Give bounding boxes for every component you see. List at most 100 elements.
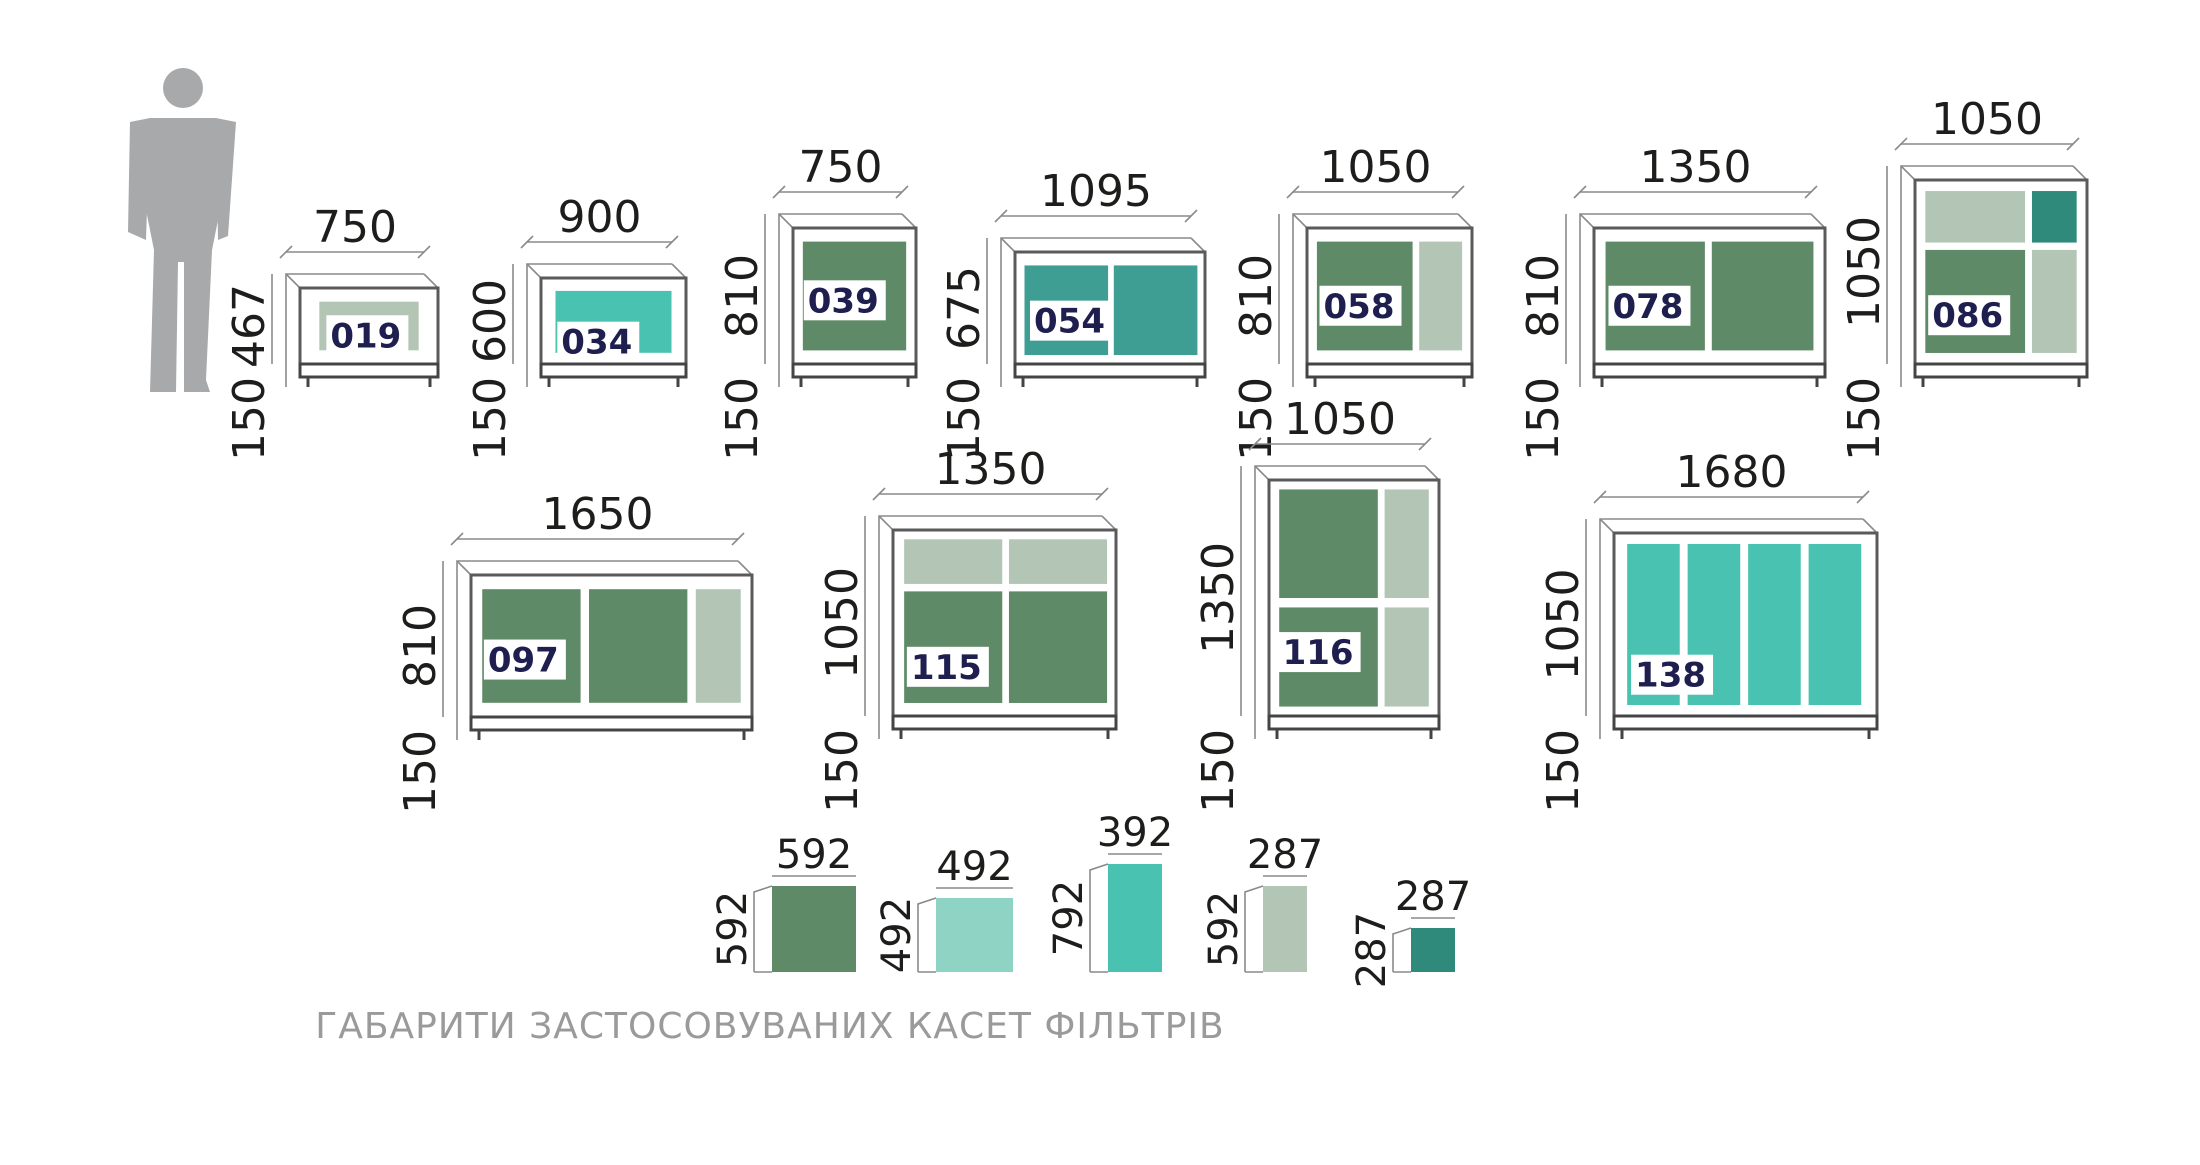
unit-plinth (791, 362, 918, 379)
dimension-tick (450, 532, 464, 546)
height-label: 675 (939, 266, 990, 350)
unit-plinth (539, 362, 688, 379)
unit-depth-edge (2072, 165, 2088, 181)
unit-code-bg (1608, 285, 1691, 326)
filter-panel (1384, 607, 1429, 707)
dimension-tick (1184, 209, 1198, 223)
unit-depth-edge (1190, 237, 1206, 253)
base-height-label: 150 (817, 729, 868, 813)
dimension-tick (1286, 185, 1300, 199)
unit-code-label: 086 (1932, 296, 2003, 336)
cassette-body (1108, 864, 1162, 972)
unit-plinth (1913, 362, 2089, 379)
unit-code-bg (803, 280, 886, 321)
unit-code-bg (326, 315, 409, 356)
unit-plinth (1592, 362, 1827, 379)
filter-panel (2031, 249, 2077, 353)
unit-depth-edge (1457, 213, 1473, 229)
cassette-height-label: 792 (1046, 880, 1092, 956)
height-label: 1050 (1538, 569, 1589, 681)
filter-panel (1748, 543, 1801, 706)
unit-plinth (891, 714, 1118, 731)
filter-panel (1419, 241, 1463, 351)
height-label: 467 (224, 284, 275, 368)
cassette-height-label: 492 (874, 897, 920, 973)
unit-depth-edge (285, 273, 301, 289)
height-label: 810 (717, 254, 768, 338)
cassette-depth-outline (1244, 885, 1264, 972)
person-head (163, 68, 203, 108)
unit-code-label: 116 (1283, 633, 1354, 673)
filter-unit-054: 054 1095 675 150 (939, 166, 1207, 461)
filter-panel (904, 539, 1003, 584)
unit-code-bg (1319, 285, 1402, 326)
person-right-arm (216, 118, 236, 240)
unit-depth-edge (901, 213, 917, 229)
dimension-tick (1804, 185, 1818, 199)
unit-depth-edge (778, 213, 794, 229)
base-height-label: 150 (465, 377, 516, 461)
person-left-arm (128, 118, 150, 240)
filter-panel (695, 589, 741, 703)
unit-code-label: 019 (330, 316, 401, 356)
base-height-label: 150 (1193, 729, 1244, 813)
cassette-width-label: 592 (776, 832, 852, 878)
unit-code-bg (1631, 654, 1714, 695)
width-label: 1050 (1320, 142, 1432, 193)
unit-code-label: 078 (1612, 287, 1683, 327)
filter-unit-019: 019 750 467 150 (224, 202, 440, 461)
cassette-depth-outline (917, 897, 937, 972)
filter-panel (1008, 591, 1108, 703)
filter-panel (1925, 191, 2026, 243)
width-label: 1650 (542, 489, 654, 540)
dimension-tick (872, 487, 886, 501)
unit-code-label: 097 (488, 641, 559, 681)
cassette-body (772, 886, 856, 972)
filter-panel (1113, 265, 1198, 356)
dimension-tick (417, 245, 431, 259)
dimension-tick (1894, 137, 1908, 151)
cassette-body (1263, 886, 1307, 972)
unit-depth-edge (737, 560, 753, 576)
cassette-depth-outline (1089, 863, 1109, 972)
dimension-tick (994, 209, 1008, 223)
width-label: 750 (799, 142, 883, 193)
dimension-tick (772, 185, 786, 199)
diagram-caption: ГАБАРИТИ ЗАСТОСОВУВАНИХ КАСЕТ ФІЛЬТРІВ (315, 1006, 1225, 1047)
width-label: 1680 (1676, 447, 1788, 498)
dimension-tick (895, 185, 909, 199)
base-height-label: 150 (1231, 377, 1282, 461)
dimension-tick (2066, 137, 2080, 151)
filter-cassette-592x592: 592 592 (710, 832, 856, 973)
person-body (142, 118, 224, 392)
cassette-depth-outline (1392, 927, 1412, 972)
unit-depth-edge (1810, 213, 1826, 229)
unit-code-bg (1278, 632, 1361, 673)
cassette-width-label: 492 (936, 844, 1012, 890)
filter-unit-039: 039 750 810 150 (717, 142, 918, 461)
base-height-label: 150 (1518, 377, 1569, 461)
cassette-depth-outline (753, 885, 773, 972)
width-label: 750 (313, 202, 397, 253)
width-label: 1350 (1640, 142, 1752, 193)
unit-code-bg (1928, 295, 2011, 336)
filter-unit-078: 078 1350 810 150 (1518, 142, 1827, 461)
width-label: 900 (558, 192, 642, 243)
filter-unit-097: 097 1650 810 150 (395, 489, 754, 814)
unit-plinth (298, 362, 440, 379)
filter-panel (1008, 539, 1108, 584)
unit-depth-edge (1101, 515, 1117, 531)
filter-panel (589, 589, 688, 703)
base-height-label: 150 (717, 377, 768, 461)
unit-depth-edge (526, 263, 542, 279)
filter-panel (2031, 191, 2077, 243)
height-label: 810 (395, 604, 446, 688)
filter-panel (1384, 489, 1429, 598)
unit-plinth (469, 715, 754, 732)
width-label: 1050 (1931, 94, 2043, 145)
unit-code-bg (557, 321, 640, 362)
dimension-tick (279, 245, 293, 259)
